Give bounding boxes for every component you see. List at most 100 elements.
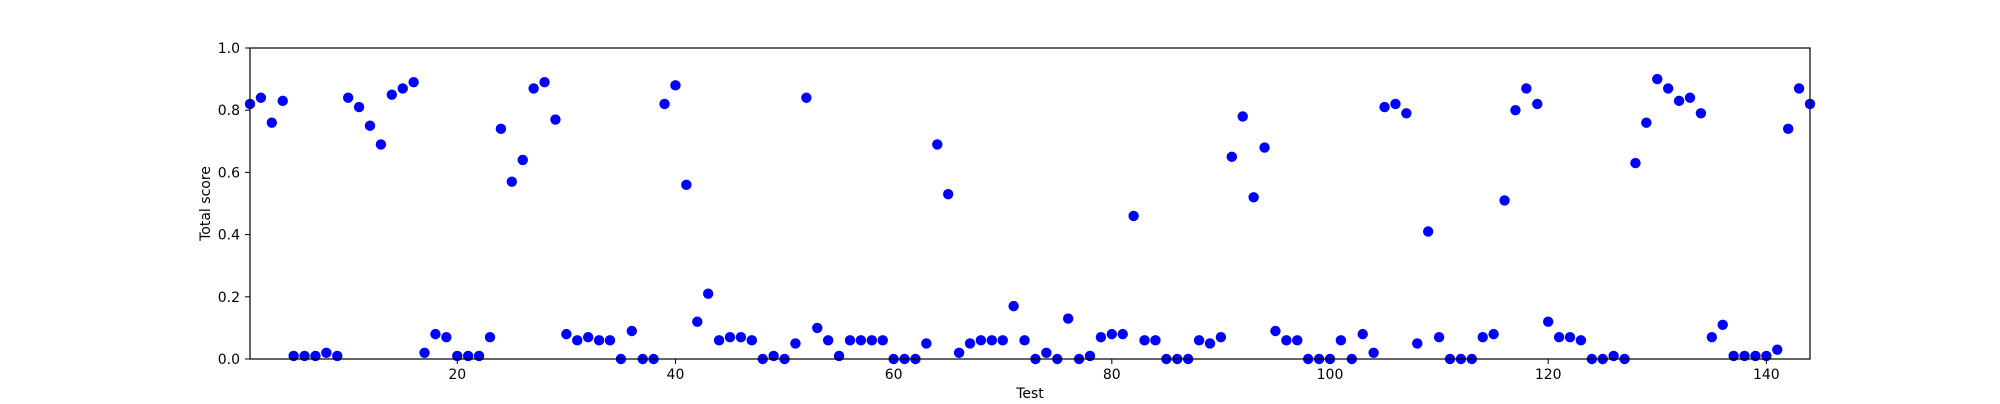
data-point (790, 338, 801, 349)
y-tick-label: 0.2 (218, 290, 240, 306)
data-point (408, 77, 419, 88)
data-point (921, 338, 932, 349)
data-point (1575, 335, 1587, 346)
data-point (1041, 347, 1052, 358)
data-point (801, 92, 812, 103)
data-point (561, 328, 572, 340)
data-point (822, 335, 834, 346)
data-point (528, 83, 539, 94)
y-tick-label: 1.0 (218, 41, 240, 57)
x-tick-label: 80 (1103, 367, 1121, 383)
plot-frame (249, 47, 1811, 360)
data-point (1226, 151, 1238, 163)
data-point (1793, 83, 1805, 94)
data-point (1281, 335, 1292, 346)
data-point (484, 332, 496, 343)
data-point (1401, 108, 1412, 119)
data-point (1641, 117, 1652, 128)
data-point (266, 117, 278, 128)
data-point (1433, 332, 1445, 343)
x-tick-label: 120 (1535, 367, 1562, 383)
data-point (735, 332, 747, 343)
x-axis-ticks: 20 40 60 80 100 120 140 (448, 359, 1780, 383)
data-point (1237, 111, 1248, 122)
data-point (746, 335, 758, 346)
data-point (1019, 335, 1030, 346)
data-point (1564, 332, 1576, 343)
data-point (1150, 335, 1161, 346)
data-point (1128, 210, 1139, 222)
data-point (1248, 192, 1259, 203)
data-point (539, 77, 550, 88)
data-point (1706, 332, 1718, 343)
data-point (277, 95, 288, 107)
data-point (1422, 226, 1434, 237)
data-point (626, 325, 638, 337)
data-point (1062, 313, 1074, 324)
data-point (692, 316, 703, 327)
data-point (1379, 101, 1390, 113)
data-point (419, 347, 430, 358)
data-point (1652, 73, 1663, 85)
data-point (495, 123, 507, 135)
data-point (1510, 105, 1521, 116)
x-tick-label: 60 (885, 367, 903, 383)
data-point (1488, 328, 1499, 340)
data-point (724, 332, 736, 343)
data-point (1193, 335, 1205, 346)
data-point (1139, 335, 1150, 346)
x-tick-label: 40 (667, 367, 685, 383)
data-point (430, 328, 441, 340)
y-tick-label: 0.8 (218, 103, 240, 119)
y-axis-label: Total score (198, 166, 214, 242)
data-point (364, 120, 376, 131)
y-tick-label: 0.4 (218, 228, 240, 244)
data-point (1772, 344, 1783, 355)
x-axis-label: Test (1015, 386, 1044, 400)
data-point (932, 139, 943, 150)
y-tick-label: 0.6 (218, 165, 240, 181)
data-point (1553, 332, 1565, 343)
x-tick-label: 100 (1317, 367, 1344, 383)
data-point (1390, 98, 1401, 110)
y-axis-ticks: 0.0 0.2 0.4 0.6 0.8 1.0 (218, 41, 250, 368)
data-point (1215, 332, 1227, 343)
data-point (1292, 335, 1303, 346)
data-point (1662, 83, 1674, 94)
data-point (1357, 328, 1368, 340)
data-point (342, 92, 354, 103)
data-point (1008, 300, 1019, 312)
data-point (593, 335, 605, 346)
data-point (550, 114, 561, 125)
data-point (1717, 319, 1728, 330)
data-point (1117, 328, 1128, 340)
y-tick-label: 0.0 (218, 352, 240, 368)
data-point (1630, 157, 1641, 169)
data-point (1095, 332, 1107, 343)
data-point (397, 83, 408, 94)
data-point (1477, 332, 1488, 343)
data-point (812, 322, 823, 334)
data-point (1684, 92, 1696, 103)
x-tick-label: 20 (448, 367, 466, 383)
data-point (321, 347, 332, 358)
data-point (1532, 98, 1543, 110)
data-point (964, 338, 976, 349)
data-point (517, 154, 528, 166)
data-point (1335, 335, 1347, 346)
data-point (604, 335, 616, 346)
data-point (1695, 108, 1707, 119)
data-point (1106, 328, 1118, 340)
data-point (997, 335, 1008, 346)
data-point (986, 335, 998, 346)
data-point (582, 332, 594, 343)
data-point (855, 335, 867, 346)
data-point (713, 335, 725, 346)
data-point (670, 80, 681, 91)
data-point (1673, 95, 1685, 107)
data-point (255, 92, 267, 103)
data-point (386, 89, 398, 100)
data-point (1782, 123, 1794, 135)
